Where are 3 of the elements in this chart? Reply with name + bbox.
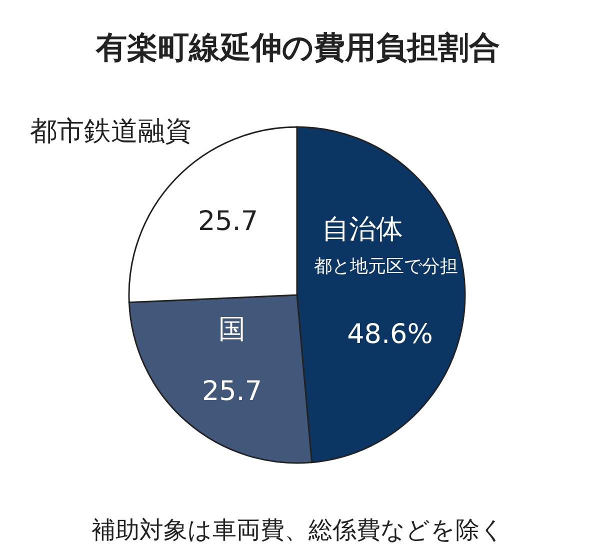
annotation: 補助対象は車両費、総係費などを除く (92, 516, 504, 544)
annotation: 都と地元区で分担 (314, 256, 458, 277)
title: 有楽町線延伸の費用負担割合 (96, 30, 500, 66)
